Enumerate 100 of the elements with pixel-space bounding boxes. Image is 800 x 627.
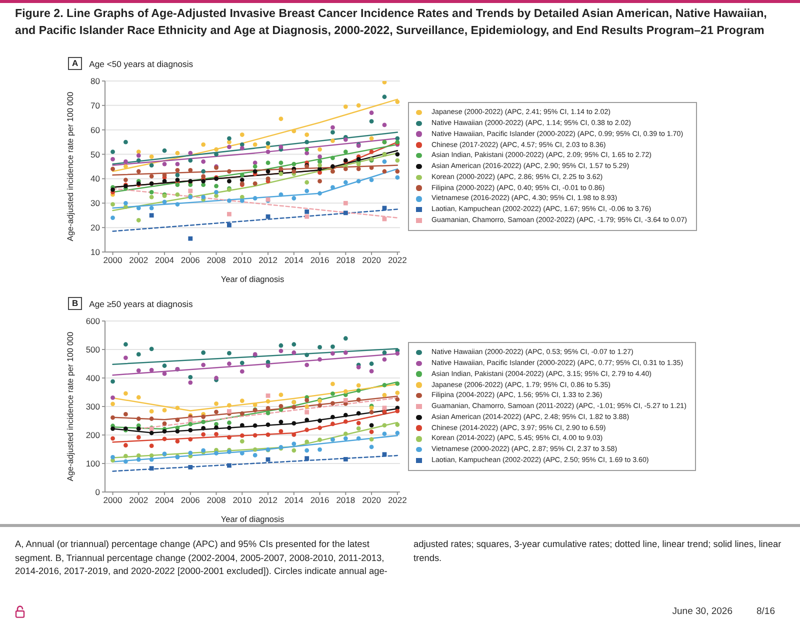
point (292, 128, 296, 134)
point (395, 100, 400, 104)
point (124, 159, 128, 164)
point (188, 236, 193, 241)
x-tick-label: 2014 (284, 255, 304, 266)
point (369, 362, 374, 366)
point (395, 169, 400, 174)
point (175, 182, 180, 188)
x-tick-label: 2018 (336, 255, 356, 266)
point (149, 163, 154, 168)
x-tick-label: 2008 (206, 255, 226, 266)
point (136, 368, 141, 373)
point (136, 352, 141, 357)
point (201, 194, 206, 200)
point (124, 200, 128, 206)
point (175, 429, 180, 434)
x-tick-label: 2006 (180, 495, 200, 506)
point (304, 398, 310, 402)
point (227, 222, 232, 228)
point (162, 162, 167, 166)
point (382, 81, 387, 84)
point (149, 206, 154, 210)
point (201, 174, 206, 178)
chart-title: Age ≥50 years at diagnosis (89, 298, 193, 308)
point (214, 432, 218, 436)
point (318, 154, 322, 159)
y-tick-label: 40 (90, 174, 100, 184)
point (227, 212, 232, 216)
point (292, 404, 296, 410)
point (266, 364, 270, 368)
point (382, 452, 387, 457)
chart-title: Age <50 years at diagnosis (89, 58, 194, 68)
point (252, 423, 258, 428)
y-tick-label: 80 (90, 76, 100, 86)
point (188, 168, 193, 172)
point (395, 175, 400, 180)
point (252, 142, 258, 147)
point (382, 432, 387, 436)
point (318, 438, 322, 442)
x-tick-label: 2022 (388, 495, 408, 506)
y-tick-label: 70 (90, 100, 100, 110)
y-tick-label: 300 (86, 402, 100, 412)
y-tick-label: 400 (86, 373, 100, 384)
point (124, 140, 128, 144)
point (188, 182, 193, 188)
x-tick-label: 2010 (232, 255, 252, 266)
point (266, 160, 270, 166)
point (214, 451, 218, 456)
point (124, 164, 128, 169)
point (330, 125, 335, 130)
point (382, 357, 387, 362)
x-axis-title: Year of diagnosis (220, 514, 284, 524)
point (330, 156, 335, 160)
point (343, 150, 348, 154)
point (110, 415, 115, 420)
point (136, 169, 141, 174)
point (124, 178, 128, 182)
point (369, 110, 374, 115)
point (175, 150, 180, 156)
point (175, 162, 180, 166)
point (227, 362, 232, 366)
point (136, 457, 141, 462)
point (136, 435, 141, 440)
point (110, 150, 115, 154)
point (252, 433, 258, 438)
point (201, 169, 206, 174)
point (266, 150, 270, 154)
point (136, 453, 141, 458)
point (110, 402, 115, 406)
point (124, 459, 128, 464)
point (252, 453, 258, 458)
point (188, 380, 193, 385)
point (149, 466, 154, 471)
point (266, 214, 270, 219)
x-tick-label: 2016 (310, 495, 330, 506)
point (110, 156, 115, 162)
point (214, 194, 218, 198)
point (343, 166, 348, 172)
point (252, 164, 258, 169)
text: June 30, 2026 (672, 606, 732, 616)
point (227, 420, 232, 425)
point (240, 369, 244, 374)
x-tick-label: 2000 (103, 255, 122, 266)
point (214, 410, 218, 414)
point (369, 119, 374, 124)
point (343, 398, 348, 402)
point (149, 453, 154, 458)
point (330, 382, 335, 386)
point (252, 169, 258, 174)
point (124, 454, 128, 458)
point (292, 442, 296, 446)
point (252, 402, 258, 407)
x-tick-label: 2022 (388, 255, 408, 266)
point (214, 184, 218, 188)
point (201, 414, 206, 419)
x-tick-label: 2012 (258, 495, 278, 506)
point (395, 152, 400, 156)
point (318, 447, 322, 452)
point (382, 350, 387, 355)
point (188, 465, 193, 470)
